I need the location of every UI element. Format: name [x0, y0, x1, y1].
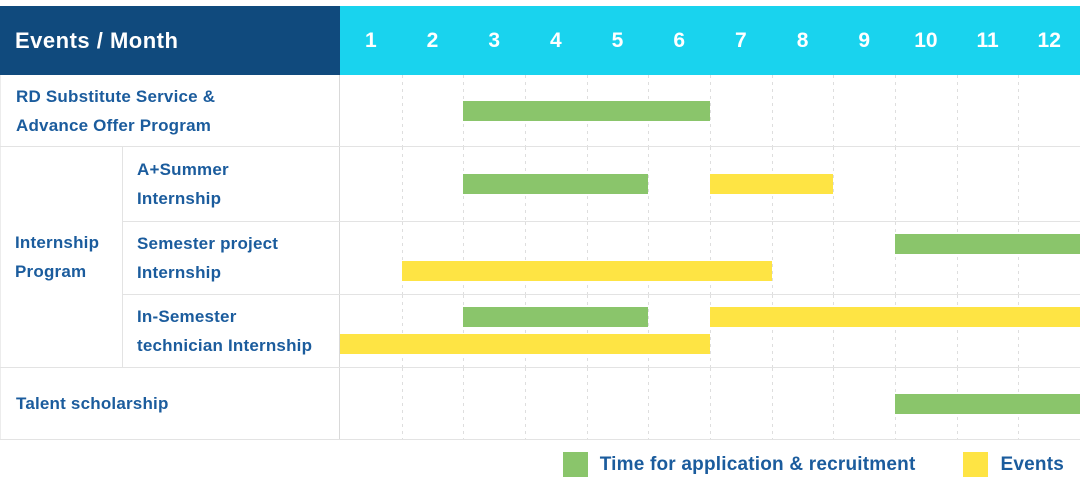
events-bar — [340, 334, 710, 354]
month-gridline — [463, 222, 465, 294]
month-gridline — [401, 295, 403, 367]
gantt-table: Events / Month 1 2 3 4 5 6 7 8 9 10 11 12 RD Substi… — [0, 6, 1080, 440]
month-label: 4 — [550, 28, 562, 52]
month-gridline — [710, 75, 711, 146]
month-gridline — [710, 295, 711, 367]
month-gridline — [648, 368, 650, 439]
legend: Time for application & recruitment Event… — [562, 452, 1064, 477]
legend-item-events: Events — [963, 452, 1064, 477]
row-label-a-summer-internship: A+Summer Internship — [123, 147, 340, 221]
timeline-a-summer-internship — [340, 147, 1080, 221]
timeline-talent-scholarship — [340, 368, 1080, 439]
month-gridline — [586, 222, 588, 294]
month-label: 3 — [488, 28, 501, 52]
month-gridline — [771, 75, 773, 146]
application-recruitment-bar — [463, 174, 649, 194]
month-gridline — [895, 222, 896, 294]
month-label: 7 — [735, 28, 747, 52]
month-gridline — [956, 147, 958, 221]
month-gridline — [401, 368, 403, 439]
month-gridline — [586, 368, 588, 439]
timeline-in-semester-technician-internship — [340, 295, 1080, 367]
month-gridline — [895, 295, 896, 367]
month-gridline — [771, 222, 773, 294]
internship-program-group: Internship Program A+Summer Internship S… — [0, 147, 1080, 368]
timeline-rd-substitute — [340, 75, 1080, 146]
month-gridline — [956, 75, 958, 146]
month-gridline — [401, 147, 403, 221]
legend-item-application-recruitment: Time for application & recruitment — [562, 452, 916, 477]
legend-label-application-recruitment: Time for application & recruitment — [599, 453, 916, 475]
month-gridline — [1018, 75, 1020, 146]
legend-label-events: Events — [1000, 453, 1064, 475]
row-rd-substitute: RD Substitute Service & Advance Offer Pr… — [0, 75, 1080, 147]
events-bar — [401, 261, 772, 281]
row-in-semester-technician-internship: In-Semester technician Internship — [123, 295, 1080, 367]
month-gridline — [1018, 295, 1020, 367]
month-gridline — [463, 368, 465, 439]
month-gridline — [401, 222, 403, 294]
month-gridline — [525, 222, 526, 294]
row-label-rd-substitute: RD Substitute Service & Advance Offer Pr… — [0, 75, 340, 146]
month-gridline — [463, 295, 465, 367]
month-label: 10 — [914, 28, 938, 52]
month-gridline — [833, 222, 835, 294]
month-label: 1 — [364, 28, 377, 52]
row-label-semester-project-internship: Semester project Internship — [123, 222, 340, 294]
row-a-summer-internship: A+Summer Internship — [123, 147, 1080, 222]
month-gridline — [956, 222, 958, 294]
month-gridline — [710, 222, 711, 294]
month-gridline — [1018, 147, 1020, 221]
month-label: 11 — [976, 28, 999, 52]
month-gridline — [895, 147, 896, 221]
month-gridline — [1018, 222, 1020, 294]
month-gridline — [648, 147, 650, 221]
month-gridline — [586, 295, 588, 367]
group-label-internship-program: Internship Program — [0, 147, 122, 367]
month-gridline — [895, 75, 896, 146]
month-gridline — [648, 295, 650, 367]
month-label: 2 — [426, 28, 439, 52]
month-gridline — [401, 75, 403, 146]
row-label-in-semester-technician-internship: In-Semester technician Internship — [123, 295, 340, 367]
events-month-title: Events / Month — [0, 6, 340, 75]
internship-program-rows: A+Summer Internship Semester project Int… — [122, 147, 1080, 367]
row-label-talent-scholarship: Talent scholarship — [0, 368, 340, 439]
month-label: 12 — [1037, 28, 1061, 52]
header-row: Events / Month 1 2 3 4 5 6 7 8 9 10 11 12 — [0, 6, 1080, 75]
month-gridline — [833, 147, 835, 221]
month-label: 9 — [858, 28, 871, 52]
application-recruitment-bar — [463, 100, 710, 121]
month-label: 6 — [673, 28, 686, 52]
month-gridline — [525, 295, 526, 367]
yellow-swatch-icon — [963, 452, 989, 477]
month-label: 5 — [611, 28, 624, 52]
month-gridline — [648, 222, 650, 294]
application-recruitment-bar — [895, 234, 1080, 254]
row-talent-scholarship: Talent scholarship — [0, 368, 1080, 440]
month-gridline — [525, 368, 526, 439]
month-header-row: 1 2 3 4 5 6 7 8 9 10 11 12 — [340, 6, 1080, 75]
month-gridline — [956, 295, 958, 367]
row-semester-project-internship: Semester project Internship — [123, 222, 1080, 295]
application-recruitment-bar — [463, 307, 649, 327]
green-swatch-icon — [562, 452, 588, 477]
month-gridline — [833, 368, 835, 439]
month-gridline — [833, 75, 835, 146]
application-recruitment-bar — [895, 393, 1080, 414]
month-gridline — [771, 368, 773, 439]
month-gridline — [833, 295, 835, 367]
events-bar — [710, 307, 1080, 327]
timeline-semester-project-internship — [340, 222, 1080, 294]
month-gridline — [710, 368, 711, 439]
month-label: 8 — [796, 28, 809, 52]
events-bar — [710, 174, 834, 194]
month-gridline — [771, 295, 773, 367]
